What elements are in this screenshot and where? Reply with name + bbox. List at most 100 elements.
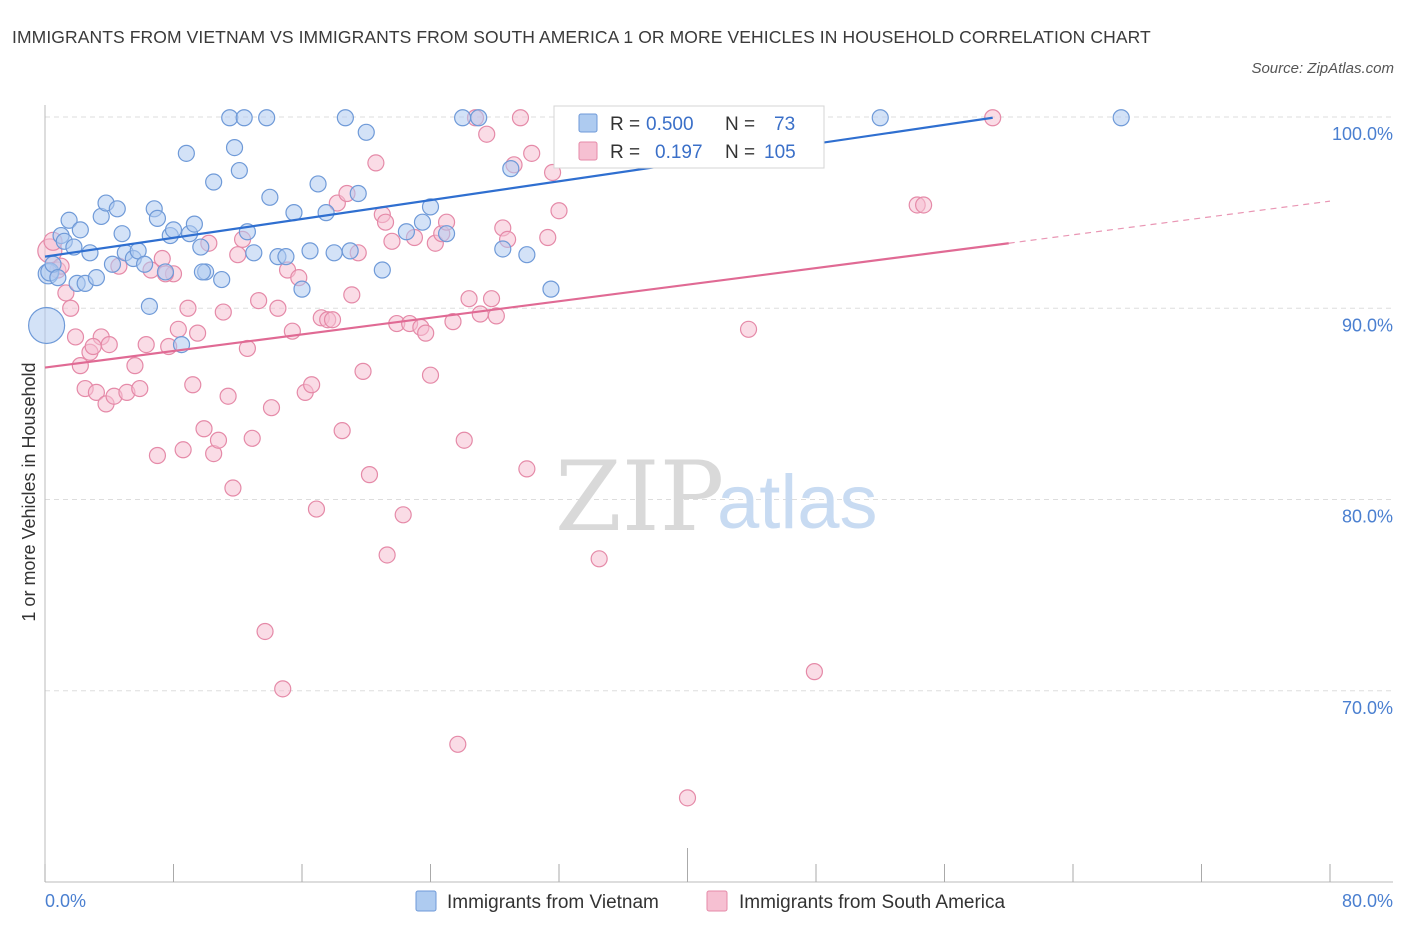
southam-point [229,246,247,264]
vietnam-point [49,269,67,287]
vietnam-point [87,269,106,287]
vietnam-point [148,209,167,227]
southam-point [444,313,462,331]
stats-r-value-vietnam: 0.500 [646,114,694,135]
southam-point [343,286,361,304]
southam-point [126,357,144,375]
southam-point [487,307,505,325]
southam-point [84,337,102,356]
vietnam-point [113,225,131,243]
vietnam-point [454,109,472,127]
y-axis-label: 1 or more Vehicles in Household [19,362,39,621]
stats-r-label-vietnam: R = [610,114,640,135]
vietnam-point [518,246,536,264]
vietnam-point [140,297,159,315]
vietnam-point [235,109,253,127]
vietnam-point [108,200,126,218]
vietnam-point [494,240,512,258]
watermark: ZIP atlas [555,441,878,553]
southam-point [137,335,155,354]
southam-point [148,446,167,465]
southam-point [169,320,187,338]
trend-line-vietnam [44,116,993,258]
vietnam-point [293,280,311,298]
y-tick-label: 80.0% [1342,507,1393,527]
southam-point [131,379,149,398]
southam-point [354,362,372,380]
southam-point [471,305,489,323]
vietnam-point [193,263,212,281]
southam-point [209,431,228,449]
southam-point [460,290,478,308]
southam-point [243,429,261,447]
vietnam-point [871,109,889,127]
vietnam-point [261,188,279,206]
southam-point [421,366,440,384]
vietnam-point [205,173,223,191]
stats-n-label-vietnam: N = [725,114,755,135]
southam-point [224,479,242,497]
southam-point [550,202,568,220]
watermark-zip: ZIP [555,441,724,553]
southam-point [539,228,557,247]
stats-n-value-vietnam: 73 [774,114,795,135]
southam-point [303,376,321,394]
legend-label-southam: Immigrants from South America [739,892,1006,913]
vietnam-point [317,204,335,222]
vietnam-point [325,244,343,262]
southam-point [333,422,351,440]
southam-point [256,622,274,641]
vietnam-point [413,213,432,231]
southam-point [184,376,202,394]
southam-point [323,311,342,329]
vietnam-point [258,109,276,127]
southam-point [482,290,501,308]
vietnam-point [225,139,244,157]
southam-point [57,284,75,302]
vietnam-point [185,215,203,233]
southam-point [511,109,530,127]
vietnam-point [502,160,520,178]
y-tick-label: 90.0% [1342,315,1393,335]
y-tick-label: 100.0% [1332,124,1393,144]
vietnam-point [373,261,391,279]
southam-point [360,466,379,484]
southam-point [66,328,85,346]
southam-point [394,506,412,524]
trend-lines [44,116,1331,369]
axes [44,105,1393,883]
stats-box-frame [553,105,825,169]
stats-swatch-southam [578,141,598,161]
vietnam-point [103,255,122,273]
southam-point [269,299,287,317]
southam-point [383,232,401,250]
legend-swatch-vietnam [415,890,437,912]
southam-point [174,441,192,459]
vietnam-point [421,198,440,216]
source-label: Source: ZipAtlas.com [1251,60,1394,77]
vietnam-point [309,175,327,193]
y-tick-labels: 70.0% 80.0% 90.0% 100.0% [1332,124,1393,718]
vietnam-point [397,223,416,241]
trend-line-southam [44,242,1009,369]
southam-point [307,500,326,518]
vietnam-point [357,123,375,141]
vietnam-point [192,238,210,256]
legend: Immigrants from Vietnam Immigrants from … [415,890,1006,913]
vietnam-point [336,109,354,127]
x-tick-label-min: 0.0% [45,891,86,911]
southam-point [417,324,435,342]
stats-swatch-vietnam [578,113,598,133]
stats-n-value-southam: 105 [764,142,796,163]
southam-point [523,144,541,162]
southam-point [62,299,80,317]
vietnam-point [349,184,367,203]
vietnam-point [230,161,248,180]
trend-line-southam-extension [1008,200,1331,244]
vietnam-point [341,242,359,260]
chart-title: IMMIGRANTS FROM VIETNAM VS IMMIGRANTS FR… [12,27,1151,47]
southam-point [455,431,473,449]
vietnam-point [301,242,319,260]
southam-point [805,663,823,681]
